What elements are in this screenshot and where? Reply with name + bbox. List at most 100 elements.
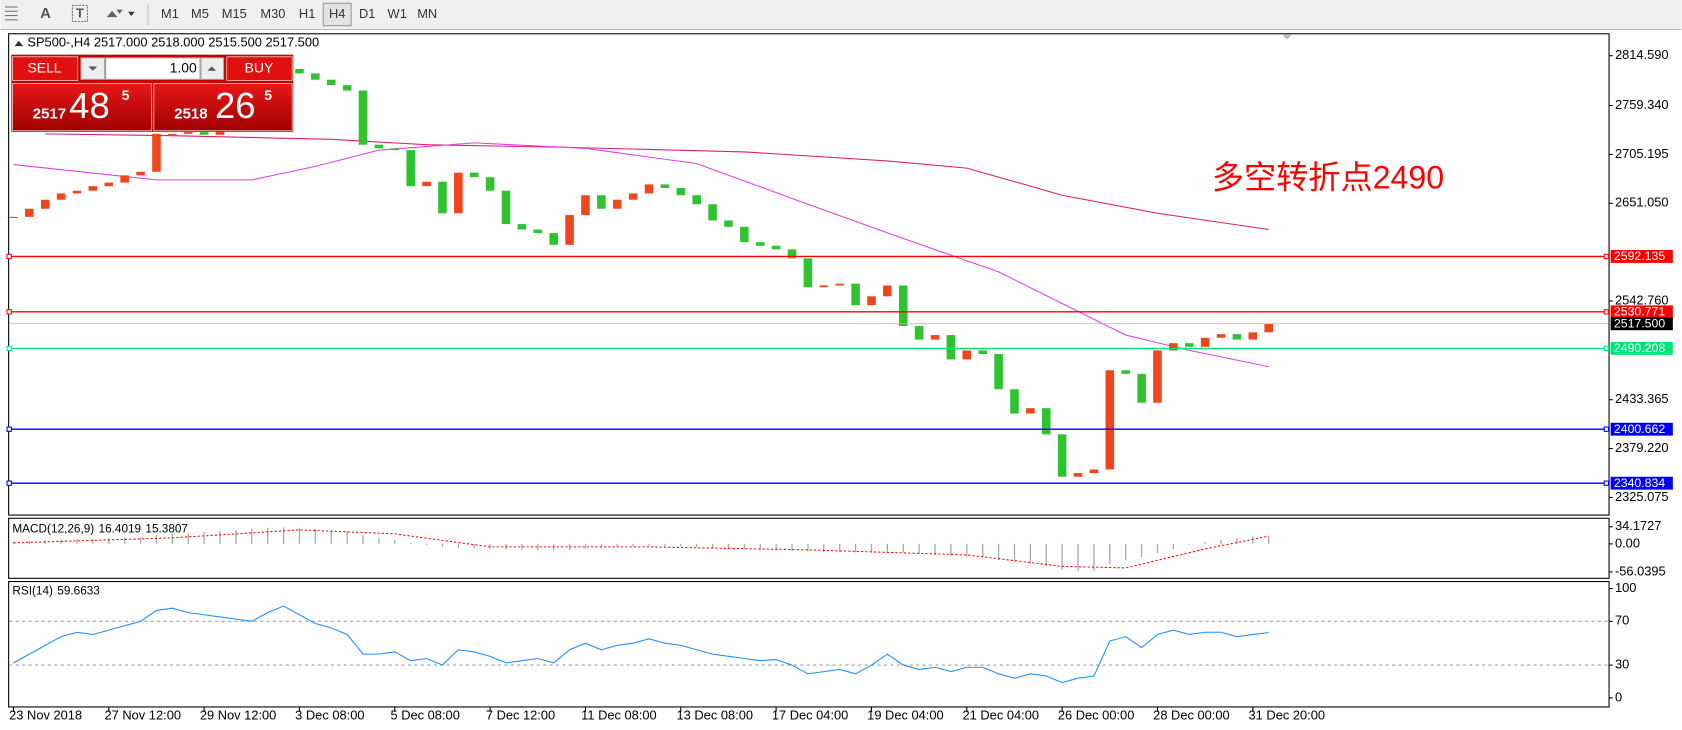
- candle: [803, 258, 813, 288]
- candle: [390, 148, 400, 151]
- candle: [565, 215, 574, 245]
- level-handle: [1603, 480, 1610, 486]
- candle: [120, 175, 129, 183]
- moving-average: [45, 133, 1269, 231]
- sell-button[interactable]: [12, 56, 79, 81]
- y-tick-label: 0: [1615, 689, 1622, 704]
- candle: [358, 90, 368, 145]
- candle: [914, 326, 924, 340]
- timeframe-button[interactable]: D1: [359, 6, 375, 21]
- candle: [1153, 350, 1162, 403]
- candle: [1073, 473, 1083, 477]
- price-label: 2400.662: [1614, 422, 1666, 436]
- x-tick-label: 7 Dec 12:00: [486, 707, 555, 722]
- candle: [374, 144, 384, 149]
- level-handle: [6, 253, 12, 260]
- candle: [724, 220, 733, 227]
- x-tick-label: 17 Dec 04:00: [772, 707, 849, 722]
- candle: [295, 68, 304, 74]
- candle: [597, 195, 606, 209]
- candle: [692, 195, 701, 205]
- candle: [883, 285, 892, 297]
- label-tool[interactable]: T: [76, 5, 84, 20]
- timeframe-button[interactable]: M5: [191, 6, 209, 21]
- timeframe-button[interactable]: M15: [222, 6, 247, 21]
- x-tick-label: 19 Dec 04:00: [867, 707, 944, 722]
- candle: [88, 186, 98, 191]
- candle: [104, 182, 114, 187]
- candle: [1216, 334, 1226, 338]
- buy-button[interactable]: [226, 56, 293, 81]
- timeframe-button[interactable]: M1: [161, 6, 179, 21]
- timeframe-button[interactable]: H1: [299, 6, 315, 21]
- candle: [501, 190, 511, 225]
- candle: [533, 229, 543, 234]
- candle: [406, 150, 415, 187]
- y-tick-label: 2814.590: [1615, 47, 1669, 62]
- indicator-label: RSI(14) 59.6633: [12, 585, 100, 598]
- sell-price-box[interactable]: [12, 83, 153, 132]
- timeframe-button[interactable]: M30: [260, 6, 285, 21]
- buy-label[interactable]: BUY: [245, 59, 274, 75]
- sell-label[interactable]: SELL: [28, 59, 62, 75]
- candle: [1200, 337, 1210, 347]
- level-handle: [1603, 426, 1610, 432]
- timeframe-button[interactable]: H4: [329, 6, 345, 21]
- timeframes: M1 M5 M15 M30 H1 H4 D1 W1 MN: [161, 2, 437, 27]
- candle: [835, 283, 844, 286]
- candle: [168, 133, 177, 135]
- buy-price-box[interactable]: [153, 83, 293, 132]
- toolbar: A T M1 M5 M15 M30 H1 H4 D1 W1 MN: [0, 0, 1682, 31]
- candle: [787, 249, 797, 259]
- y-tick-label: 100: [1615, 580, 1636, 595]
- candle: [755, 242, 765, 246]
- x-tick-label: 3 Dec 08:00: [295, 707, 364, 722]
- volume-value[interactable]: 1.00: [170, 59, 197, 75]
- signal-value: 15.3807: [145, 523, 188, 536]
- price-label-bg: [1610, 476, 1673, 490]
- candle: [469, 172, 479, 178]
- candle: [851, 283, 860, 306]
- candle: [342, 85, 352, 91]
- level-handle: [6, 309, 12, 315]
- volume-input[interactable]: [105, 57, 201, 80]
- rsi-name: RSI(14): [12, 585, 53, 598]
- buy-price-pips: 26: [215, 85, 256, 126]
- candle: [930, 335, 940, 340]
- price-label-bg: [1610, 305, 1673, 319]
- price-label: 2592.135: [1614, 249, 1666, 263]
- y-tick-label: 30: [1615, 656, 1629, 671]
- price-label: 2517.500: [1614, 317, 1666, 331]
- collapse-arrow[interactable]: [14, 40, 24, 47]
- symbol-info: SP500-,H4 2517.000 2518.000 2515.500 251…: [27, 34, 319, 49]
- macd-value: 16.4019: [99, 523, 142, 536]
- candle: [962, 350, 972, 360]
- macd-panel: [8, 517, 1610, 579]
- y-tick-label: 2705.195: [1615, 146, 1669, 161]
- candle: [1137, 373, 1146, 403]
- shapes-tool[interactable]: [106, 9, 135, 18]
- text-tool[interactable]: A: [40, 5, 51, 22]
- candle: [994, 354, 1003, 390]
- candle: [898, 285, 908, 327]
- candle: [422, 181, 431, 187]
- candle: [1264, 323, 1273, 333]
- candle: [183, 132, 193, 134]
- level-handle: [6, 426, 12, 432]
- candle: [1121, 370, 1130, 374]
- candle: [1010, 389, 1019, 414]
- candle: [72, 190, 82, 194]
- price-label: 2490.208: [1614, 341, 1666, 355]
- candle: [1026, 408, 1035, 414]
- timeframe-button[interactable]: W1: [388, 6, 407, 21]
- rsi-panel: [8, 580, 1610, 708]
- candle: [676, 188, 686, 196]
- macd-name: MACD(12,26,9): [12, 523, 94, 536]
- price-label-bg: [1610, 250, 1673, 263]
- timeframe-button[interactable]: MN: [417, 6, 437, 21]
- candle: [1057, 434, 1067, 477]
- x-tick-label: 29 Nov 12:00: [200, 707, 276, 722]
- x-tick-label: 26 Dec 00:00: [1058, 707, 1135, 722]
- level-handle: [1603, 345, 1610, 352]
